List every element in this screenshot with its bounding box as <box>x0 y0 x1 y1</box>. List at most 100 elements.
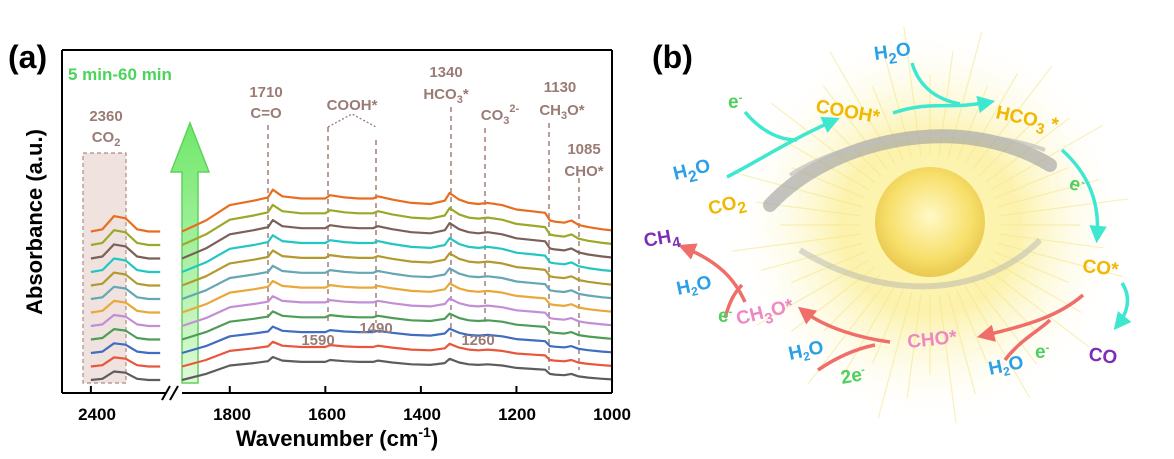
label-ch4: CH4 <box>642 225 682 257</box>
sun-ray <box>872 289 904 364</box>
peak-1710-species: C=O <box>250 105 282 122</box>
peak-1085-species: CHO* <box>564 163 603 180</box>
peak-1130-number: 1130 <box>544 79 577 96</box>
sun-core <box>875 167 985 277</box>
arrow-co-release <box>1113 282 1132 331</box>
spectrum-8-co2-region <box>90 271 161 287</box>
electron-1: e- <box>728 92 743 113</box>
peak-1260-label: 1260 <box>461 332 494 349</box>
spectrum-6-co2-region <box>90 299 161 314</box>
cooh-label: COOH* <box>327 97 378 114</box>
spectrum-5-main <box>181 295 612 328</box>
peak-guides <box>267 107 580 370</box>
eyelid-lower <box>798 237 1043 290</box>
x-ticks <box>89 386 613 393</box>
label-cho: CHO* <box>906 327 958 353</box>
peak-1340-species: HCO3* <box>423 86 468 106</box>
spectrum-9-co2-region <box>90 257 161 274</box>
tick-label-1200: 1200 <box>498 405 536 424</box>
tick-label-1400: 1400 <box>403 405 441 424</box>
spectrum-11-main <box>181 203 612 247</box>
arrow-cooh-to-hco3 <box>892 95 996 115</box>
sun-ray <box>756 259 870 326</box>
arrow-hco3-to-co <box>1060 148 1107 244</box>
arrow-e-cooh <box>743 110 798 142</box>
sun-ray <box>979 274 1037 332</box>
arrow-h2o-e-ch4 <box>723 283 744 319</box>
label-h2o-ch4: H2O <box>675 272 714 302</box>
spectrum-7-main <box>181 264 612 301</box>
sun-ray <box>990 259 1082 314</box>
sun-ray <box>964 285 1031 399</box>
sun-ray <box>972 65 1053 170</box>
spectrum-7-co2-region <box>90 285 161 301</box>
arrow-ch3o-to-ch4 <box>678 243 747 303</box>
peak-1710-number: 1710 <box>249 84 282 101</box>
sun-ray <box>994 251 1069 283</box>
spectrum-12-co2-region <box>90 215 161 233</box>
sun-ray <box>822 85 888 170</box>
scheme-arrows <box>678 62 1132 372</box>
spectrum-10-co2-region <box>90 243 161 260</box>
peak-2360-species: CO2 <box>92 129 121 149</box>
sun-ray <box>972 280 1038 365</box>
time-arrow <box>169 120 211 384</box>
spectrum-11-co2-region <box>90 229 161 247</box>
sun-ray <box>877 292 913 419</box>
peak-1490-label: 1490 <box>359 320 392 337</box>
peak-1085-number: 1085 <box>567 141 600 158</box>
sun-ray <box>791 251 866 283</box>
spectrum-3-co2-region <box>90 342 161 355</box>
arrow-2e-ch3o <box>817 343 876 372</box>
tick-label-1000: 1000 <box>593 405 631 424</box>
tick-label-1800: 1800 <box>213 405 251 424</box>
peak-2360-number: 2360 <box>89 108 122 125</box>
cooh-bracket <box>327 113 377 128</box>
peak-1130-species: CH3O* <box>539 102 584 122</box>
spectrum-4-co2-region <box>90 328 161 341</box>
arrow-h2o-in <box>910 62 961 106</box>
y-axis-title: Absorbance (a.u.) <box>22 129 47 315</box>
spectrum-9-main <box>181 234 612 274</box>
scheme-labels: H2O COOH* HCO3 * H2O CO2 CO* CO CH4 CH3O… <box>642 39 1120 389</box>
sun-ray <box>823 274 881 332</box>
spectrum-4-main <box>181 310 612 341</box>
sun-ray <box>760 242 863 271</box>
spectrum-1-main <box>181 355 612 382</box>
axes-frame <box>61 49 613 394</box>
sun-ray <box>956 289 988 364</box>
tick-label-1600: 1600 <box>308 405 346 424</box>
label-co: CO <box>1087 344 1118 369</box>
arrow-co-to-cho <box>976 293 1085 342</box>
eyelash-stroke <box>788 133 1046 177</box>
peak-1590-label: 1590 <box>301 332 334 349</box>
spectrum-5-co2-region <box>90 313 161 328</box>
spectrum-8-main <box>181 249 612 287</box>
sun-ray <box>947 292 976 395</box>
spectrum-3-main <box>181 325 612 355</box>
sun-ray <box>770 102 875 183</box>
sun-ray <box>938 294 957 424</box>
sun-ray <box>964 73 1019 165</box>
sun-ray <box>985 267 1090 348</box>
label-h2o-left: H2O <box>671 155 714 189</box>
sun-ray <box>736 172 863 208</box>
spectrum-2-main <box>181 340 612 368</box>
sun-eye-illustration <box>730 25 1130 425</box>
sun-ray <box>997 242 1124 278</box>
electron-3: e- <box>718 306 733 327</box>
sun-ray <box>997 179 1100 208</box>
sun-ray <box>999 198 1129 217</box>
spectrum-2-co2-region <box>90 356 161 368</box>
label-co-ads: CO* <box>1081 256 1119 281</box>
spectrum-12-main <box>181 188 612 233</box>
arrow-h2o-e-cho <box>1003 318 1052 362</box>
co3-species: CO32- <box>481 103 520 127</box>
panel-b-label: (b) <box>652 39 693 75</box>
x-axis-title: Wavenumber (cm-1) <box>236 424 438 451</box>
peak-1340-number: 1340 <box>429 64 462 81</box>
sun-ray <box>841 285 896 377</box>
sun-ray <box>872 86 904 161</box>
sun-ray <box>731 233 861 252</box>
